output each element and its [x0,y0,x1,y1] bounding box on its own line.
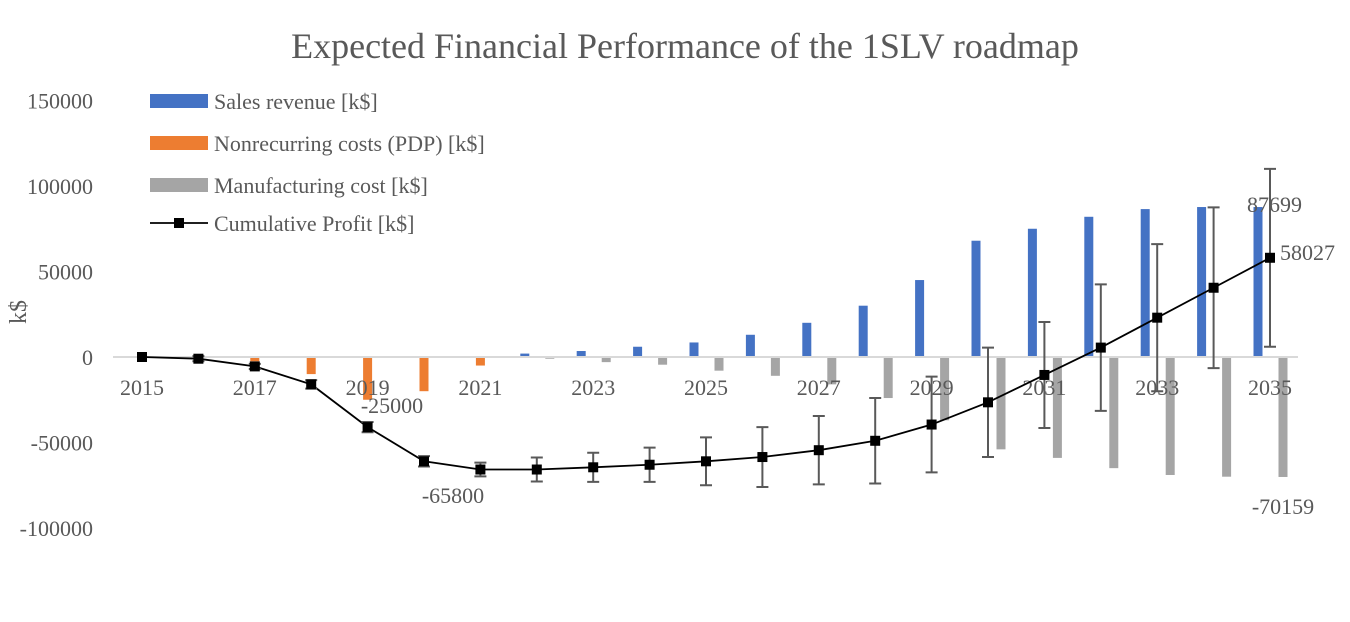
bar-sales [576,351,586,357]
cumulative-profit-marker [757,452,768,463]
chart-title: Expected Financial Performance of the 1S… [291,26,1079,66]
bar-manufacturing [827,357,837,385]
cumulative-profit-marker [193,353,204,364]
bar-manufacturing [940,357,950,421]
x-tick-label: 2027 [797,375,841,400]
legend-swatch [150,178,208,192]
bar-nonrecurring [306,357,316,375]
cumulative-profit-marker [1265,252,1275,263]
cumulative-profit-marker [249,361,260,372]
bar-sales [689,342,699,357]
bar-manufacturing [658,357,668,365]
cumulative-profit-marker [1039,369,1050,380]
cumulative-profit-marker [137,352,147,362]
data-label: -70159 [1252,494,1314,519]
cumulative-profit-marker [1152,312,1163,323]
legend-label: Cumulative Profit [k$] [214,211,414,236]
y-tick-label: -50000 [31,431,93,456]
cumulative-profit-marker [475,464,486,475]
cumulative-profit-marker [1208,282,1219,293]
legend-swatch [150,136,208,150]
y-tick-label: 50000 [38,260,93,285]
bar-nonrecurring [250,357,260,362]
bar-sales [1253,207,1263,357]
cumulative-profit-marker [644,459,655,470]
x-tick-label: 2019 [346,375,390,400]
bar-sales [1197,207,1207,357]
data-label: -25000 [361,393,423,418]
bar-manufacturing [1052,357,1062,458]
y-axis-label: k$ [6,300,32,324]
bar-sales [1084,216,1094,357]
legend-item: Cumulative Profit [k$] [150,211,414,236]
bar-sales [915,280,925,357]
bar-manufacturing [1165,357,1175,475]
bar-sales [971,240,981,357]
data-label: 87699 [1247,192,1302,217]
legend-item: Manufacturing cost [k$] [150,173,428,198]
bar-manufacturing [883,357,893,399]
cumulative-profit-marker [362,422,373,433]
legend-label: Sales revenue [k$] [214,89,378,114]
bar-sales [520,353,530,357]
cumulative-profit-marker [306,379,317,390]
cumulative-profit-marker [588,462,599,473]
bar-sales [633,346,643,357]
bar-manufacturing [601,357,611,363]
bar-nonrecurring [363,357,373,400]
y-tick-label: 0 [82,345,93,370]
bar-manufacturing [714,357,724,371]
bar-manufacturing [996,357,1006,450]
y-tick-label: -100000 [20,516,93,541]
legend-item: Sales revenue [k$] [150,89,378,114]
cumulative-profit-marker [813,445,824,456]
x-tick-label: 2023 [571,375,615,400]
cumulative-profit-marker [983,397,993,408]
bar-nonrecurring [419,357,429,392]
bar-sales [1027,228,1037,357]
cumulative-profit-marker [926,419,937,430]
cumulative-profit-marker [419,456,429,467]
x-tick-label: 2025 [684,375,728,400]
data-label: 58027 [1280,240,1335,265]
y-tick-label: 100000 [27,174,93,199]
cumulative-profit-marker [870,435,881,446]
y-tick-label: 150000 [27,89,93,114]
legend-label: Nonrecurring costs (PDP) [k$] [214,131,485,156]
bar-nonrecurring [475,357,485,366]
bar-sales [858,305,868,357]
x-tick-label: 2017 [233,375,277,400]
bar-manufacturing [1109,357,1119,469]
legend-swatch [150,94,208,108]
x-tick-label: 2035 [1248,375,1292,400]
bar-manufacturing [1222,357,1232,477]
legend-label: Manufacturing cost [k$] [214,173,428,198]
bar-sales [745,334,755,357]
legend-marker [174,218,184,228]
bar-manufacturing [770,357,780,376]
cumulative-profit-marker [1095,342,1106,353]
legend-item: Nonrecurring costs (PDP) [k$] [150,131,485,156]
cumulative-profit-marker [701,456,711,467]
data-label: -65800 [422,483,484,508]
x-tick-label: 2021 [458,375,502,400]
bar-manufacturing [1278,357,1288,477]
x-tick-label: 2015 [120,375,164,400]
cumulative-profit-marker [531,464,542,475]
bar-sales [802,322,812,357]
bar-sales [1140,209,1150,357]
